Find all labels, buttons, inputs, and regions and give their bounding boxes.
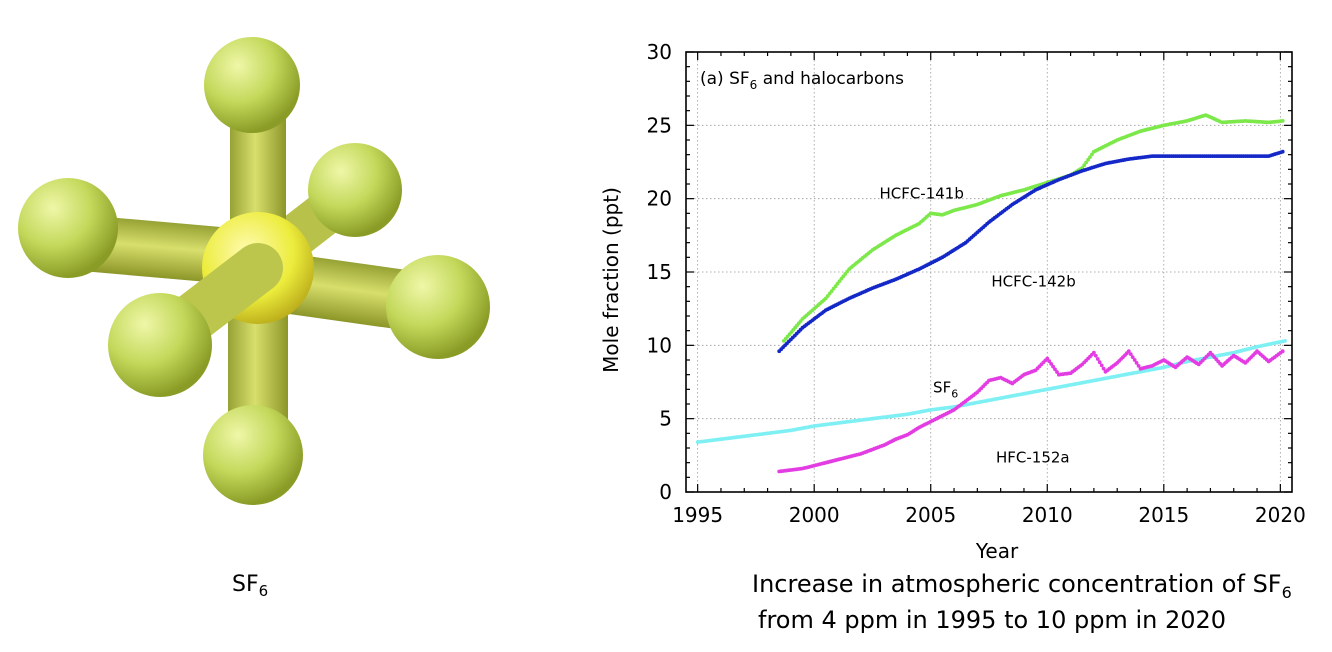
data-point bbox=[1093, 353, 1098, 358]
data-point bbox=[1088, 155, 1092, 159]
chart-series bbox=[695, 113, 1287, 474]
data-point bbox=[1280, 119, 1285, 123]
fluorine-atom-left bbox=[18, 178, 118, 278]
y-tick-label: 15 bbox=[647, 260, 672, 284]
y-tick-label: 20 bbox=[647, 187, 672, 211]
fluorine-atom-front bbox=[108, 293, 212, 397]
chart-axes: 1995 2000 2005 2010 2015 2020 0 5 10 15 20 25 30 Year… bbox=[599, 40, 1306, 563]
x-tick-label: 2010 bbox=[1022, 503, 1073, 527]
sf6-molecule-model bbox=[18, 37, 490, 505]
data-point bbox=[1047, 359, 1052, 364]
molecule-caption: SF6 bbox=[232, 572, 269, 600]
series-label: HCFC-142b bbox=[991, 273, 1075, 291]
y-tick-label: 25 bbox=[647, 113, 672, 137]
data-point bbox=[1084, 160, 1088, 165]
data-point bbox=[1095, 357, 1100, 361]
x-tick-label: 2000 bbox=[789, 503, 840, 527]
fluorine-atom-back bbox=[308, 143, 402, 237]
fluorine-atom-bottom bbox=[203, 405, 303, 505]
data-point bbox=[1136, 364, 1141, 368]
data-point bbox=[1283, 339, 1287, 343]
data-point bbox=[1049, 362, 1054, 366]
fluorine-atom-right bbox=[386, 255, 490, 359]
x-tick-label: 1995 bbox=[672, 503, 723, 527]
y-tick-label: 30 bbox=[647, 40, 672, 64]
data-point bbox=[1090, 152, 1094, 157]
series-2 bbox=[695, 339, 1287, 444]
data-point bbox=[1082, 163, 1087, 168]
y-tick-label: 10 bbox=[647, 333, 672, 357]
data-point bbox=[1092, 350, 1096, 355]
series-label: SF6 bbox=[933, 378, 958, 400]
panel-label: (a) SF6 and halocarbons bbox=[700, 69, 904, 92]
y-tick-label: 5 bbox=[659, 407, 672, 431]
data-point bbox=[1097, 360, 1102, 365]
data-point bbox=[1045, 356, 1050, 361]
fluorine-atom-top bbox=[204, 37, 300, 133]
y-tick-label: 0 bbox=[659, 480, 672, 504]
x-tick-label: 2015 bbox=[1138, 503, 1189, 527]
chart-labels: (a) SF6 and halocarbons HCFC-141b HCFC-142… bbox=[700, 69, 1076, 467]
data-point bbox=[1099, 363, 1104, 368]
concentration-chart: 1995 2000 2005 2010 2015 2020 0 5 10 15 20 25 30 Year… bbox=[599, 40, 1306, 563]
data-point bbox=[1134, 361, 1139, 365]
data-point bbox=[1126, 349, 1131, 354]
data-point bbox=[1130, 355, 1135, 359]
series-3 bbox=[777, 349, 1285, 474]
data-point bbox=[1051, 364, 1055, 369]
data-point bbox=[1053, 367, 1057, 372]
chart-caption-line1: Increase in atmospheric concentration of… bbox=[752, 570, 1292, 602]
series-0 bbox=[782, 113, 1285, 343]
data-point bbox=[1128, 352, 1133, 356]
data-point bbox=[1055, 370, 1059, 374]
x-tick-label: 2020 bbox=[1255, 503, 1306, 527]
x-axis-label: Year bbox=[975, 539, 1019, 563]
series-label: HFC-152a bbox=[996, 449, 1070, 467]
series-1 bbox=[777, 149, 1285, 354]
data-point bbox=[1280, 149, 1285, 154]
data-point bbox=[1132, 358, 1137, 362]
data-point bbox=[1280, 349, 1285, 354]
y-axis-label: Mole fraction (ppt) bbox=[599, 187, 623, 373]
chart-caption-line2: from 4 ppm in 1995 to 10 ppm in 2020 bbox=[758, 606, 1227, 634]
series-label: HCFC-141b bbox=[879, 185, 963, 203]
x-tick-label: 2005 bbox=[905, 503, 956, 527]
data-point bbox=[1101, 366, 1106, 371]
data-point bbox=[1086, 157, 1090, 162]
